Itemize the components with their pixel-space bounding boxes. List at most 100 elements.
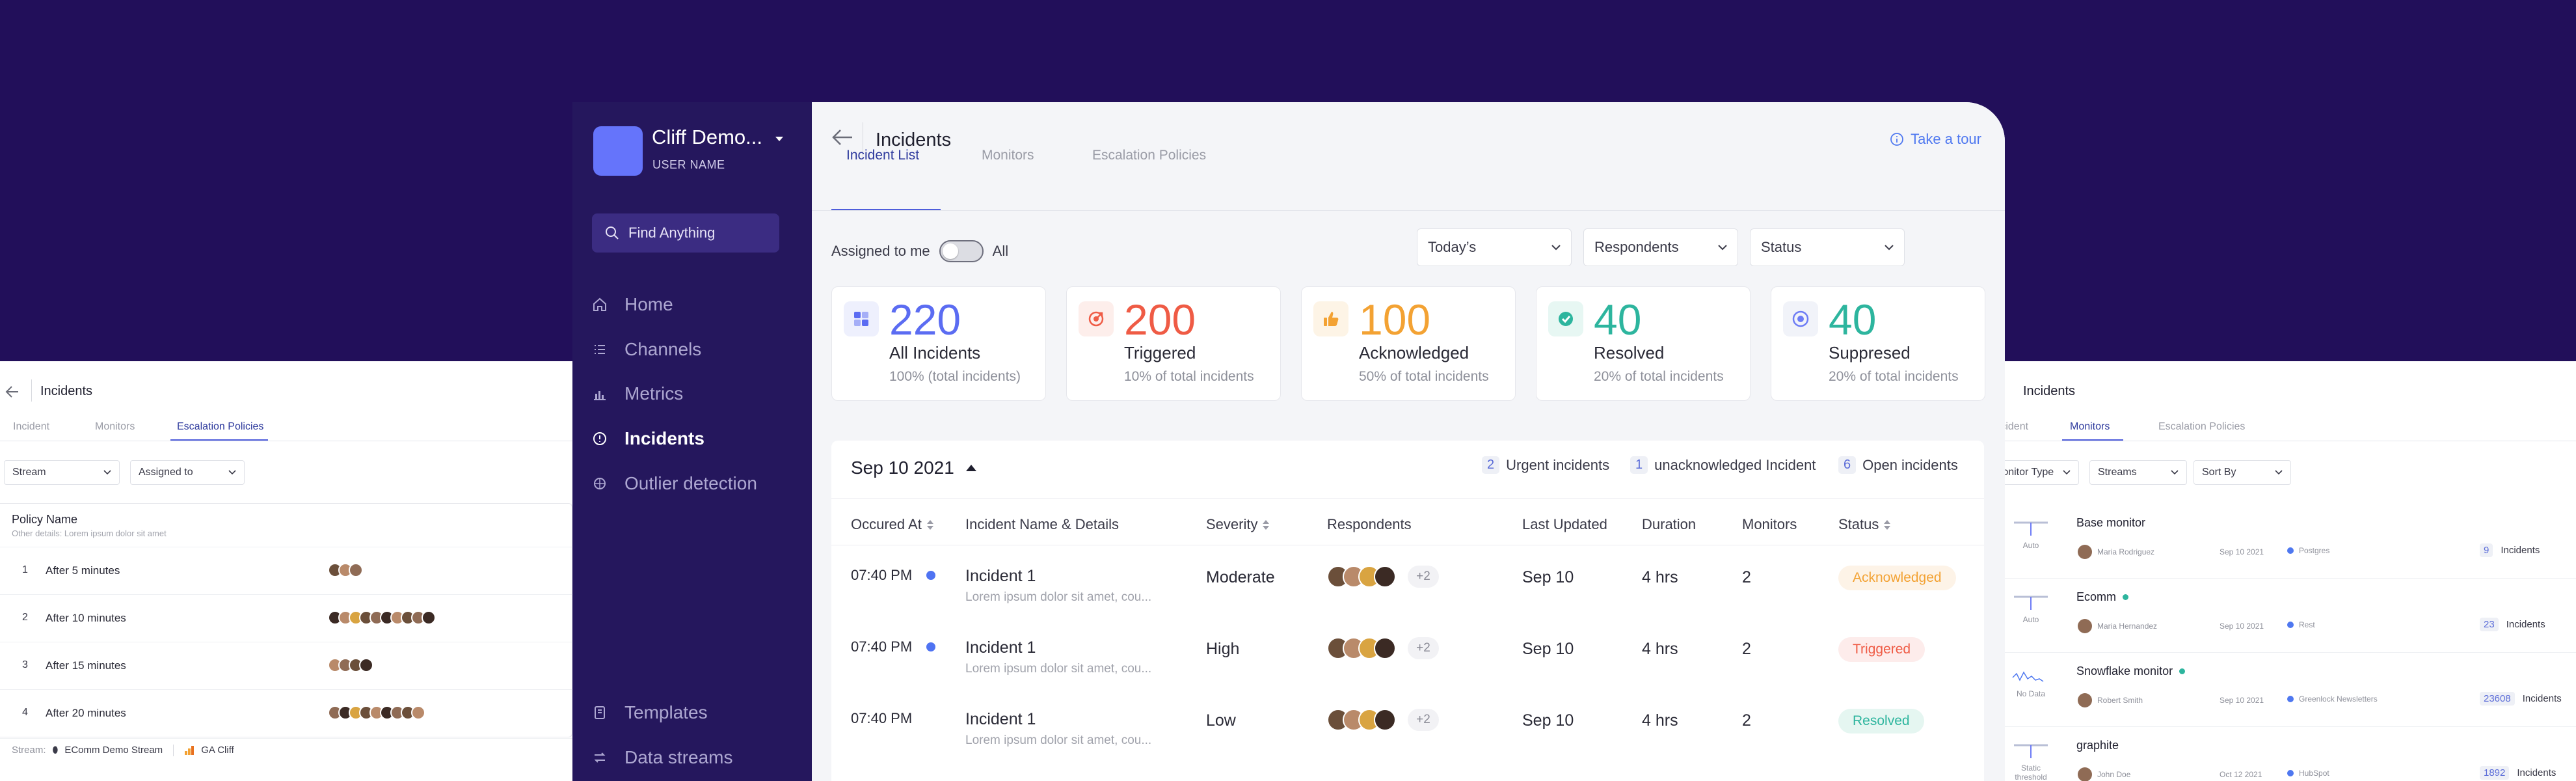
incident-table: Sep 10 2021 2 Urgent incidents 1 unacknowl…: [831, 441, 1984, 781]
column-header-monitors: Monitors: [1742, 516, 1797, 533]
monitor-name[interactable]: graphite: [2076, 739, 2119, 752]
more-respondents[interactable]: +2: [1408, 637, 1439, 659]
sidebar-item-data-streams[interactable]: Data streams: [592, 745, 733, 771]
left-tab-incident[interactable]: Incident: [13, 421, 50, 432]
table-row[interactable]: 07:40 PM Incident 1 Lorem ipsum dolor sit …: [831, 701, 1984, 773]
sort-by-select[interactable]: Sort By: [2194, 460, 2291, 485]
stream-select[interactable]: Stream: [4, 460, 120, 485]
more-respondents[interactable]: +2: [1408, 709, 1439, 731]
monitor-name[interactable]: Ecomm: [2076, 590, 2129, 604]
sidebar-item-outlier-detection[interactable]: Outlier detection: [592, 471, 757, 497]
respondents-select[interactable]: Respondents: [1583, 228, 1738, 266]
respondent-avatars[interactable]: +2: [1327, 637, 1439, 659]
sidebar-item-home[interactable]: Home: [592, 292, 673, 318]
right-tab-monitors[interactable]: Monitors: [2070, 421, 2110, 432]
back-arrow-icon[interactable]: [5, 385, 20, 399]
stat-card-all-incidents[interactable]: 220 All Incidents 100% (total incidents): [831, 286, 1046, 401]
column-header-severity[interactable]: Severity: [1206, 516, 1270, 533]
policy-row[interactable]: 3 After 15 minutes: [0, 642, 572, 689]
avatar: [1374, 566, 1396, 588]
monitor-row[interactable]: No Data Snowflake monitor Robert Smith Sep …: [2005, 659, 2576, 727]
column-header-duration: Duration: [1642, 516, 1696, 533]
take-a-tour-link[interactable]: Take a tour: [1890, 131, 1981, 148]
analytics-icon: [185, 745, 195, 755]
right-panel-monitors: Incidents Incident Monitors Escalation P…: [1985, 361, 2576, 781]
policy-row[interactable]: 2 After 10 minutes: [0, 594, 572, 642]
tab-monitors[interactable]: Monitors: [982, 148, 1034, 163]
monitor-date: Sep 10 2021: [2220, 547, 2264, 556]
monitor-row[interactable]: Static threshold graphite John Doe Oct 12 2…: [2005, 733, 2576, 781]
urgent-incidents-chip[interactable]: 2 Urgent incidents: [1482, 456, 1609, 474]
monitor-incident-count[interactable]: 23 Incidents: [2480, 618, 2545, 631]
column-header-occured-at[interactable]: Occured At: [851, 516, 933, 533]
monitor-incident-count[interactable]: 9 Incidents: [2480, 543, 2540, 557]
avatar: [2078, 693, 2092, 707]
monitor-name[interactable]: Snowflake monitor: [2076, 665, 2186, 678]
monitor-incident-count[interactable]: 1892 Incidents: [2480, 766, 2556, 780]
monitor-type-caption: Static threshold: [2015, 763, 2047, 781]
duration-cell: 4 hrs: [1642, 568, 1678, 586]
incident-name[interactable]: Incident 1: [965, 638, 1036, 657]
stat-card-resolved[interactable]: 40 Resolved 20% of total incidents: [1536, 286, 1751, 401]
sidebar-item-metrics[interactable]: Metrics: [592, 381, 683, 407]
user-name: USER NAME: [652, 158, 725, 171]
stat-card-triggered[interactable]: 200 Triggered 10% of total incidents: [1066, 286, 1281, 401]
column-header-label: Respondents: [1327, 516, 1412, 532]
assigned-toggle[interactable]: [939, 240, 984, 262]
search-input[interactable]: Find Anything: [592, 213, 779, 253]
stat-card-suppresed[interactable]: 40 Suppresed 20% of total incidents: [1771, 286, 1985, 401]
policy-avatars: [328, 563, 363, 577]
policy-row[interactable]: 4 After 20 minutes: [0, 689, 572, 737]
workspace-logo[interactable]: [593, 126, 643, 176]
monitor-row[interactable]: Auto Base monitor Maria Rodriguez Sep 10 20…: [2005, 511, 2576, 579]
check-shield-icon: [1548, 301, 1583, 336]
column-header-status[interactable]: Status: [1838, 516, 1891, 533]
status-select[interactable]: Status: [1750, 228, 1905, 266]
policy-avatars: [328, 610, 436, 625]
monitor-incident-count[interactable]: 23608 Incidents: [2480, 692, 2562, 706]
tab-incident-list[interactable]: Incident List: [846, 148, 920, 163]
policy-step-label: After 15 minutes: [46, 659, 126, 672]
right-tab-escalation-policies[interactable]: Escalation Policies: [2158, 421, 2246, 432]
severity-cell: Moderate: [1206, 568, 1275, 586]
chip-count: 1: [1630, 456, 1648, 474]
respondent-avatars[interactable]: +2: [1327, 566, 1439, 588]
monitor-type-select[interactable]: Monitor Type: [1985, 460, 2079, 485]
policy-row[interactable]: 1 After 5 minutes: [0, 547, 572, 594]
sidebar-item-channels[interactable]: Channels: [592, 336, 701, 363]
tab-divider: [812, 210, 2005, 211]
sidebar-item-incidents[interactable]: Incidents: [592, 426, 704, 452]
respondent-avatars[interactable]: +2: [1327, 709, 1439, 731]
date-group-header[interactable]: Sep 10 2021: [851, 458, 976, 478]
left-tab-escalation-policies[interactable]: Escalation Policies: [177, 421, 264, 432]
table-row[interactable]: 07:40 PM Incident 1 Lorem ipsum dolor sit …: [831, 558, 1984, 629]
monitors-cell: 2: [1742, 640, 1751, 658]
workspace-name[interactable]: Cliff Demo...: [652, 126, 762, 148]
streams-select[interactable]: Streams: [2089, 460, 2187, 485]
duration-cell: 4 hrs: [1642, 711, 1678, 730]
caret-down-icon[interactable]: [775, 137, 783, 141]
monitor-type-caption: Auto: [2022, 541, 2039, 550]
monitor-row[interactable]: Auto Ecomm Maria Hernandez Sep 10 2021 Rest 2…: [2005, 585, 2576, 653]
date-select-label: Today’s: [1428, 239, 1477, 255]
assigned-to-select[interactable]: Assigned to: [130, 460, 245, 485]
date-select[interactable]: Today’s: [1417, 228, 1572, 266]
table-row[interactable]: 07:40 PM Incident 1 Lorem ipsum dolor sit …: [831, 629, 1984, 701]
stat-card-acknowledged[interactable]: 100 Acknowledged 50% of total incidents: [1301, 286, 1516, 401]
open-incidents-chip[interactable]: 6 Open incidents: [1838, 456, 1958, 474]
incident-count: 23: [2480, 618, 2499, 631]
monitor-name[interactable]: Base monitor: [2076, 516, 2145, 530]
incident-name[interactable]: Incident 1: [965, 710, 1036, 728]
more-respondents[interactable]: +2: [1408, 566, 1439, 588]
sidebar-item-templates[interactable]: Templates: [592, 700, 708, 726]
sort-icon: [926, 519, 933, 530]
back-arrow-icon[interactable]: [831, 128, 853, 146]
incident-name[interactable]: Incident 1: [965, 567, 1036, 585]
target-icon: [1079, 301, 1114, 336]
grid-icon: [844, 301, 879, 336]
policy-subtitle: Other details: Lorem ipsum dolor sit ame…: [12, 528, 167, 538]
tab-escalation-policies[interactable]: Escalation Policies: [1092, 148, 1207, 163]
status-badge: Resolved: [1838, 709, 1924, 733]
unacknowledged-chip[interactable]: 1 unacknowledged Incident: [1630, 456, 1816, 474]
left-tab-monitors[interactable]: Monitors: [95, 421, 135, 432]
